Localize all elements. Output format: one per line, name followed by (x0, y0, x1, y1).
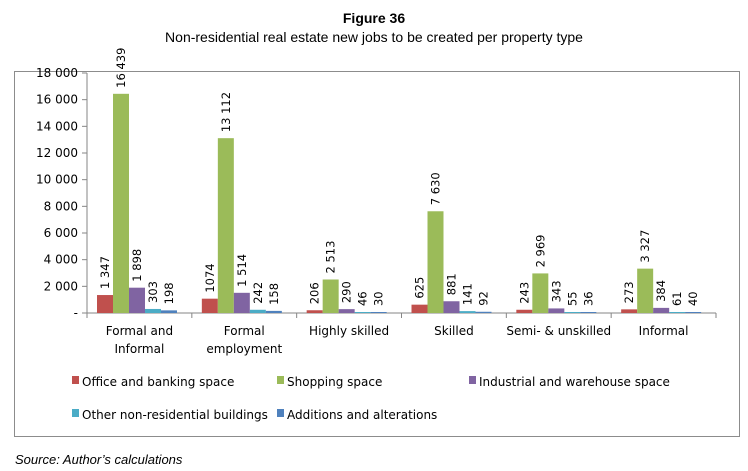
bar (685, 312, 702, 313)
legend-swatch (72, 409, 79, 417)
bar (97, 295, 113, 313)
bar (129, 287, 145, 313)
bar (249, 309, 266, 313)
bar (145, 308, 161, 313)
data-label: 881 (445, 273, 459, 295)
bar (669, 312, 686, 313)
data-label: 290 (340, 281, 354, 303)
chart-frame (14, 71, 740, 437)
data-label: 46 (356, 291, 370, 306)
data-label: 273 (622, 281, 636, 303)
y-tick-label: 18 000 (36, 66, 78, 80)
bar (201, 298, 218, 313)
data-label: 384 (654, 280, 668, 302)
legend-swatch (72, 376, 79, 384)
data-label: 1074 (203, 263, 217, 292)
bar (548, 308, 565, 313)
data-label: 158 (267, 283, 281, 305)
data-label: 141 (461, 283, 475, 305)
bar (265, 310, 282, 313)
data-label: 343 (549, 280, 563, 302)
x-category-label: Formal and (106, 324, 173, 338)
figure-number: Figure 36 (342, 10, 406, 26)
data-label: 3 327 (638, 230, 652, 263)
x-category-label: Informal (115, 342, 165, 356)
y-tick-label: 8 000 (44, 199, 78, 213)
data-label: 1 347 (98, 256, 112, 289)
data-label: 2 969 (533, 234, 547, 267)
x-category-label: Formal (224, 324, 265, 338)
bar (233, 292, 250, 313)
x-category-label: Highly skilled (309, 324, 389, 338)
bars (97, 93, 702, 314)
bar (580, 312, 597, 313)
x-category-label: employment (206, 342, 282, 356)
bar (475, 311, 492, 313)
x-category-label: Informal (639, 324, 689, 338)
data-label: 92 (477, 291, 491, 306)
y-tick-label: 4 000 (44, 253, 78, 267)
legend-label: Additions and alterations (287, 408, 437, 422)
y-tick-label: - (74, 306, 78, 320)
bar (564, 312, 581, 313)
data-labels: 1 347 1074 206 625 243 273 16 439 13 112 2 513 7 … (98, 48, 700, 306)
bar (621, 309, 638, 313)
data-label: 206 (308, 282, 322, 304)
chart-title: Non-residential real estate new jobs to … (165, 29, 583, 45)
data-label: 242 (251, 282, 265, 304)
data-label: 40 (686, 291, 700, 306)
source-note: Source: Author’s calculations (15, 452, 183, 467)
legend-label: Shopping space (287, 375, 382, 389)
bar (459, 311, 476, 313)
bar (354, 312, 371, 313)
data-label: 198 (162, 282, 176, 304)
y-tick-label: 2 000 (44, 279, 78, 293)
y-tick-label: 16 000 (36, 93, 78, 107)
y-tick-label: 6 000 (44, 226, 78, 240)
data-label: 2 513 (324, 241, 338, 274)
y-tick-label: 14 000 (36, 119, 78, 133)
x-category-label: Semi- & unskilled (506, 324, 611, 338)
bar (653, 307, 670, 313)
data-label: 61 (670, 291, 684, 306)
data-label: 1 898 (130, 249, 144, 282)
bar (637, 268, 654, 313)
legend-label: Other non-residential buildings (82, 408, 268, 422)
bar (322, 279, 339, 313)
data-label: 7 630 (429, 172, 443, 205)
bar (532, 273, 549, 313)
bar (113, 93, 129, 314)
bar (338, 309, 355, 313)
y-tick-label: 12 000 (36, 146, 78, 160)
data-label: 243 (517, 282, 531, 304)
bar (217, 138, 234, 313)
data-label: 13 112 (219, 92, 233, 132)
legend-label: Industrial and warehouse space (479, 375, 670, 389)
data-label: 30 (372, 291, 386, 306)
bar (370, 312, 387, 313)
legend-swatch (277, 409, 284, 417)
data-label: 303 (146, 281, 160, 303)
legend-swatch (469, 376, 476, 384)
bar (161, 310, 177, 313)
y-tick-label: 10 000 (36, 173, 78, 187)
bar (306, 310, 323, 313)
bar (411, 304, 428, 313)
x-category-label: Skilled (434, 324, 474, 338)
legend: Office and banking space Shopping space In… (72, 375, 670, 422)
data-label: 55 (565, 291, 579, 306)
data-label: 16 439 (114, 48, 128, 88)
data-label: 36 (581, 291, 595, 306)
legend-label: Office and banking space (82, 375, 234, 389)
data-label: 625 (413, 277, 427, 299)
axes: - 2 000 4 000 6 000 8 000 10 000 12 000 14 000 1… (36, 66, 717, 356)
bar (427, 211, 444, 313)
bar (516, 309, 533, 313)
data-label: 1 514 (235, 254, 249, 287)
bar (443, 301, 460, 313)
legend-swatch (277, 376, 284, 384)
